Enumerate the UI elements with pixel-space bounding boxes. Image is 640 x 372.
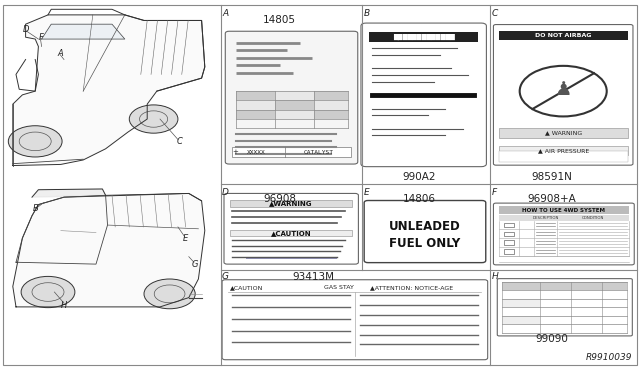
Text: ▲WARNING: ▲WARNING	[269, 201, 313, 206]
Bar	[499, 146, 628, 155]
Bar	[504, 240, 514, 245]
Text: H: H	[61, 301, 67, 310]
Bar	[314, 110, 348, 119]
Bar	[232, 147, 351, 157]
Text: E: E	[183, 234, 188, 243]
Text: DESCRIPTION: DESCRIPTION	[532, 216, 559, 220]
Text: ▲ AIR PRESSURE: ▲ AIR PRESSURE	[538, 148, 589, 154]
Text: 14806: 14806	[403, 194, 436, 204]
Text: DO NOT AIRBAG: DO NOT AIRBAG	[535, 33, 591, 38]
Bar	[499, 215, 629, 221]
Text: UNLEADED: UNLEADED	[389, 221, 461, 234]
FancyBboxPatch shape	[225, 31, 358, 164]
Text: +: +	[232, 149, 238, 155]
Text: 99090: 99090	[535, 334, 568, 343]
Text: HOW TO USE 4WD SYSTEM: HOW TO USE 4WD SYSTEM	[522, 208, 605, 213]
Text: E: E	[364, 188, 369, 197]
Text: G: G	[192, 260, 198, 269]
Text: ♟: ♟	[554, 80, 572, 99]
Text: XXXXX: XXXXX	[247, 150, 266, 155]
FancyBboxPatch shape	[364, 201, 486, 263]
Text: F: F	[39, 33, 44, 42]
Circle shape	[8, 126, 62, 157]
Text: A: A	[58, 49, 63, 58]
Text: GAS STAY: GAS STAY	[324, 285, 354, 290]
FancyBboxPatch shape	[497, 279, 632, 336]
Bar	[499, 128, 628, 138]
Bar	[502, 324, 540, 333]
Text: ▲CAUTION: ▲CAUTION	[230, 285, 264, 290]
Text: 98591N: 98591N	[531, 172, 572, 182]
Bar	[314, 100, 348, 110]
Bar	[275, 100, 314, 110]
Bar	[275, 91, 314, 100]
Bar	[499, 31, 628, 40]
Text: H: H	[492, 272, 499, 281]
Text: D: D	[22, 25, 29, 34]
Bar	[504, 223, 514, 227]
Bar	[230, 200, 352, 207]
FancyBboxPatch shape	[361, 23, 486, 167]
Bar	[236, 100, 275, 110]
Text: 990A2: 990A2	[403, 172, 436, 182]
Text: D: D	[222, 188, 229, 197]
FancyBboxPatch shape	[493, 25, 633, 165]
Bar	[502, 307, 540, 316]
Bar	[504, 232, 514, 236]
Text: ▲ATTENTION: NOTICE-AGE: ▲ATTENTION: NOTICE-AGE	[371, 285, 454, 290]
FancyBboxPatch shape	[493, 203, 634, 265]
Circle shape	[21, 276, 75, 308]
FancyBboxPatch shape	[222, 280, 488, 360]
Text: 96908: 96908	[263, 194, 296, 204]
Polygon shape	[32, 189, 106, 197]
Polygon shape	[42, 24, 125, 39]
Text: C: C	[176, 137, 182, 146]
Text: 93413M: 93413M	[292, 272, 335, 282]
Bar	[502, 290, 540, 299]
Bar	[236, 110, 275, 119]
Text: F: F	[492, 188, 497, 197]
Text: ▲ WARNING: ▲ WARNING	[545, 131, 582, 136]
Text: B: B	[33, 204, 38, 213]
Bar	[275, 110, 314, 119]
Bar	[236, 91, 275, 100]
Text: B: B	[364, 9, 370, 18]
Bar	[314, 91, 348, 100]
Text: CONDITION: CONDITION	[582, 216, 604, 220]
Text: G: G	[222, 272, 229, 281]
Text: FUEL ONLY: FUEL ONLY	[389, 237, 461, 250]
Text: 96908+A: 96908+A	[527, 194, 576, 204]
Text: 14805: 14805	[263, 16, 296, 25]
Bar	[502, 316, 540, 324]
Polygon shape	[13, 15, 205, 166]
Bar	[499, 151, 628, 162]
Circle shape	[129, 105, 178, 133]
Bar	[230, 230, 352, 236]
Text: A: A	[222, 9, 228, 18]
Text: R9910039: R9910039	[586, 353, 632, 362]
Text: █████████████: █████████████	[393, 34, 454, 40]
Bar	[369, 32, 478, 42]
Text: CATALYST: CATALYST	[304, 150, 334, 155]
Bar	[504, 249, 514, 254]
Bar	[499, 206, 629, 214]
Bar	[502, 282, 627, 290]
Circle shape	[144, 279, 195, 309]
Polygon shape	[13, 193, 205, 307]
FancyBboxPatch shape	[224, 193, 358, 264]
Bar	[502, 299, 540, 307]
Text: ▲CAUTION: ▲CAUTION	[271, 230, 312, 236]
Text: C: C	[492, 9, 498, 18]
